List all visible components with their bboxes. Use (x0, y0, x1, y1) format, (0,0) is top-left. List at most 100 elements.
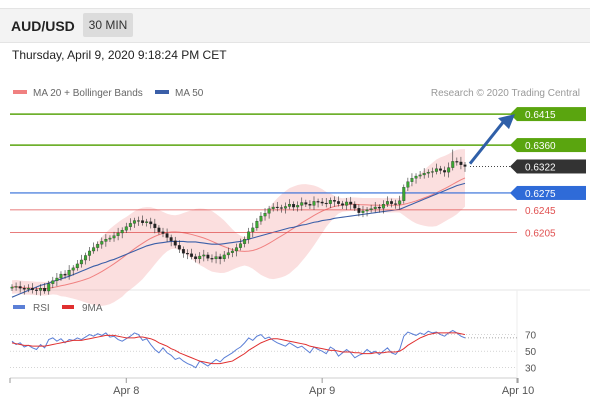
candle-body (422, 173, 426, 176)
legend-swatch-ma50 (155, 90, 169, 94)
candle-body (345, 201, 349, 206)
candle-body (132, 220, 136, 224)
candle-body (157, 227, 161, 232)
resistance-tag (517, 138, 586, 153)
candle-body (92, 247, 96, 252)
candle-body (361, 210, 365, 213)
current-price-label: 0.6322 (525, 162, 556, 173)
ma50-line (11, 182, 466, 298)
candle-body (263, 213, 267, 217)
candle-body (108, 237, 112, 240)
candle-body (18, 286, 22, 289)
candle-body (418, 174, 422, 177)
candle-body (30, 288, 34, 291)
ma20-line (11, 177, 466, 290)
candle-body (251, 227, 255, 232)
candle-body (373, 206, 377, 209)
candle-body (430, 171, 434, 173)
x-tick-label: Apr 10 (502, 385, 534, 397)
candle-body (459, 161, 463, 165)
chart-credit: Research © 2020 Trading Central (431, 88, 580, 99)
candle-body (26, 288, 30, 290)
candle-body (161, 231, 165, 234)
rsi-tick-label: 50 (525, 347, 537, 358)
candle-body (328, 200, 332, 204)
candle-body (300, 202, 304, 206)
rsi-legend-swatch (13, 305, 25, 309)
candle-body (463, 164, 467, 167)
x-tick-label: Apr 9 (309, 385, 335, 397)
resistance-label: 0.6360 (525, 141, 556, 152)
x-tick-label: Apr 8 (113, 385, 139, 397)
candle-body (35, 289, 38, 291)
timeframe-button[interactable]: 30 MIN (83, 13, 133, 37)
candle-body (190, 253, 194, 257)
candle-body (198, 255, 202, 260)
candle-body (100, 241, 104, 245)
candle-body (149, 221, 153, 225)
candle-body (304, 202, 308, 205)
candle-body (210, 258, 214, 260)
candle-body (308, 204, 312, 206)
legend-swatch-bollinger (13, 90, 27, 94)
candle-body (398, 200, 402, 205)
resistance-tag-pointer (510, 138, 517, 153)
rsi-ma9-line (11, 332, 466, 365)
candle-body (186, 253, 189, 255)
candle-body (22, 288, 26, 290)
rsi-tick-label: 70 (525, 331, 537, 342)
candle-body (259, 215, 263, 222)
pivot-label: 0.6275 (525, 189, 556, 200)
candle-body (202, 254, 206, 257)
candle-body (337, 201, 340, 204)
candle-body (279, 207, 283, 209)
candle-body (434, 168, 438, 172)
candle-body (255, 220, 259, 229)
candle-body (357, 208, 361, 213)
candle-body (451, 161, 455, 168)
candle-body (218, 256, 222, 260)
candle-body (394, 203, 398, 205)
candle-body (406, 181, 410, 188)
candle-body (137, 220, 140, 222)
candle-body (177, 245, 181, 250)
legend-label: MA 20 + Bollinger Bands (33, 88, 143, 99)
instrument-pair: AUD/USD (11, 18, 75, 34)
candle-body (173, 240, 177, 246)
candle-body (332, 200, 336, 202)
candle-body (239, 243, 242, 248)
candle-body (165, 233, 169, 238)
candle-body (181, 249, 185, 254)
candle-body (283, 206, 287, 209)
candle-body (67, 269, 71, 276)
candle-body (267, 208, 271, 214)
candle-body (292, 204, 296, 208)
candle-body (39, 288, 43, 291)
rsi-tick-label: 30 (525, 364, 537, 375)
support-label: 0.6245 (525, 206, 556, 217)
candle-body (63, 273, 67, 276)
candle-body (312, 201, 316, 206)
candle-body (426, 171, 430, 174)
candle-body (365, 209, 369, 212)
candle-body (377, 206, 381, 209)
projection-arrow-head (498, 114, 515, 130)
candle-body (390, 201, 393, 204)
candle-body (243, 239, 247, 244)
candle-body (230, 250, 234, 253)
rsi-line (11, 329, 466, 369)
candle-body (141, 220, 145, 223)
resistance-tag (517, 107, 586, 122)
candle-body (124, 226, 128, 231)
candle-body (75, 263, 79, 269)
resistance-label: 0.6415 (525, 110, 556, 121)
candle-body (296, 205, 300, 208)
chart-datetime: Thursday, April 9, 2020 9:18:24 PM CET (12, 48, 227, 62)
candle-body (55, 277, 59, 281)
candle-body (153, 223, 157, 229)
candle-body (226, 252, 230, 256)
candle-body (79, 259, 83, 265)
candle-body (247, 231, 251, 240)
candle-body (455, 161, 459, 163)
